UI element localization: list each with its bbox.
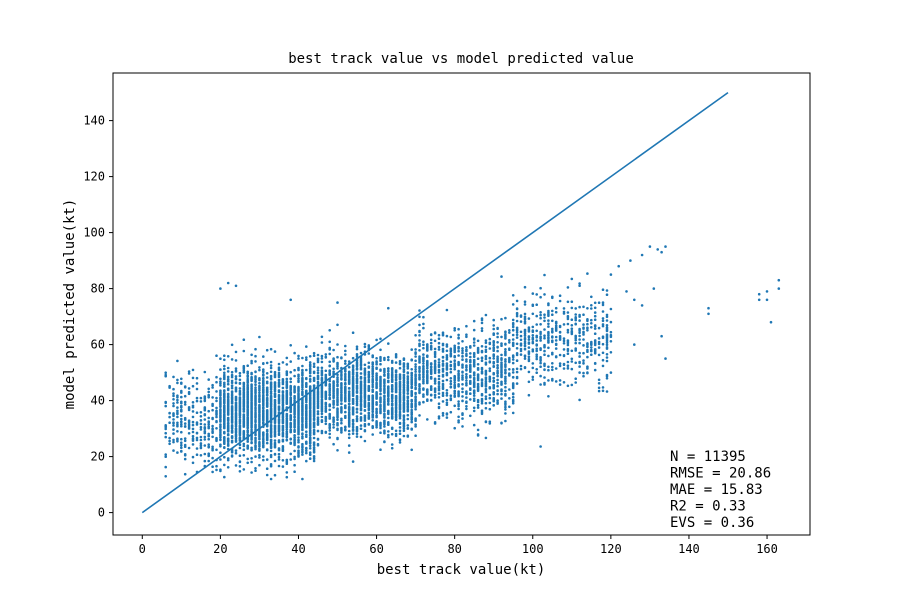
identity-line-group <box>141 91 729 514</box>
y-tick-label: 100 <box>83 226 105 240</box>
y-tick-label: 0 <box>98 506 105 520</box>
x-tick-label: 140 <box>678 542 700 556</box>
chart-title: best track value vs model predicted valu… <box>288 51 634 67</box>
stats-annotation-line: R2 = 0.33 <box>670 499 746 515</box>
x-tick-label: 20 <box>213 542 227 556</box>
x-tick-label: 120 <box>600 542 622 556</box>
x-axis: 0 20 40 60 80 100 120 140 160 <box>139 535 778 556</box>
x-tick-label: 100 <box>522 542 544 556</box>
x-tick-label: 0 <box>139 542 146 556</box>
x-tick-label: 160 <box>756 542 778 556</box>
x-tick-label: 60 <box>369 542 383 556</box>
scatter-points <box>164 245 781 481</box>
stats-annotation-line: RMSE = 20.86 <box>670 466 771 482</box>
y-tick-label: 60 <box>91 338 105 352</box>
y-axis: 0 20 40 60 80 100 120 140 <box>83 114 113 520</box>
scatter-point-cloud <box>164 245 781 481</box>
x-axis-label: best track value(kt) <box>377 562 546 578</box>
y-tick-label: 40 <box>91 394 105 408</box>
y-tick-label: 80 <box>91 282 105 296</box>
stats-annotation-line: N = 11395 <box>670 449 746 465</box>
y-tick-label: 140 <box>83 114 105 128</box>
y-tick-label: 20 <box>91 450 105 464</box>
x-tick-label: 80 <box>447 542 461 556</box>
stats-annotation-line: MAE = 15.83 <box>670 482 763 498</box>
identity-line <box>141 91 729 514</box>
y-axis-label: model predicted value(kt) <box>62 199 78 410</box>
y-tick-label: 120 <box>83 170 105 184</box>
stats-annotation-line: EVS = 0.36 <box>670 515 754 531</box>
x-tick-label: 40 <box>291 542 305 556</box>
plot-area-frame <box>112 72 811 536</box>
